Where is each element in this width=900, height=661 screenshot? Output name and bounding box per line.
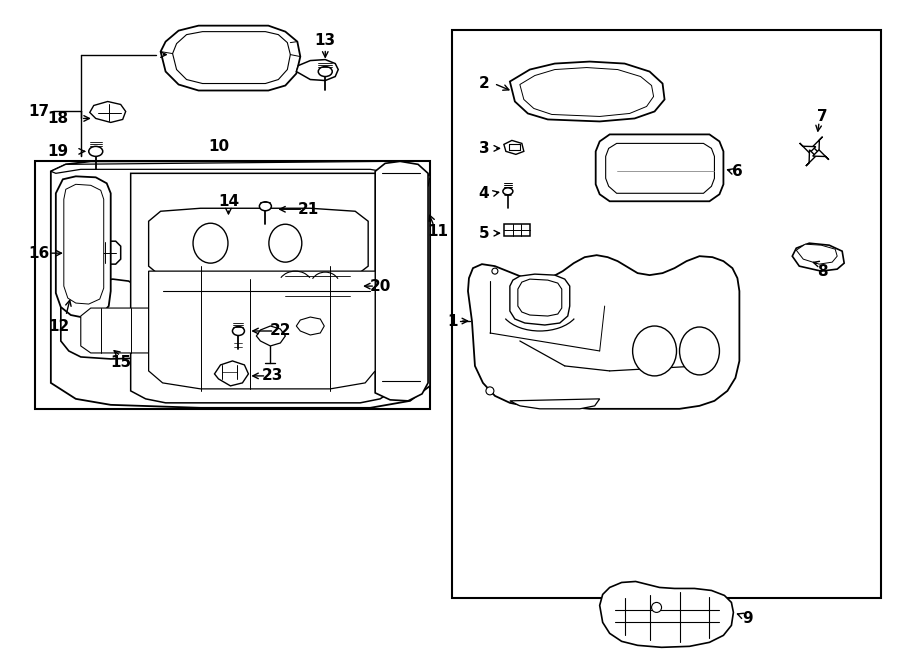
Polygon shape [504, 140, 524, 155]
Ellipse shape [232, 327, 245, 336]
Text: 15: 15 [110, 356, 131, 370]
Polygon shape [246, 264, 375, 309]
Text: 8: 8 [817, 264, 827, 279]
Ellipse shape [193, 223, 228, 263]
Polygon shape [81, 308, 166, 353]
Ellipse shape [652, 602, 662, 612]
Text: 5: 5 [479, 225, 490, 241]
Polygon shape [520, 67, 653, 116]
Text: 20: 20 [370, 278, 391, 293]
Polygon shape [375, 161, 428, 401]
Polygon shape [214, 361, 248, 386]
Polygon shape [813, 150, 829, 160]
Text: 7: 7 [817, 109, 827, 124]
Polygon shape [796, 244, 837, 264]
Bar [35, 161, 430, 409]
Ellipse shape [492, 268, 498, 274]
Text: 22: 22 [270, 323, 291, 338]
Text: 10: 10 [208, 139, 229, 154]
Text: 2: 2 [479, 76, 490, 91]
Ellipse shape [259, 202, 272, 211]
Text: 18: 18 [48, 111, 68, 126]
Polygon shape [599, 582, 733, 647]
Polygon shape [296, 59, 338, 81]
Polygon shape [510, 399, 599, 409]
Polygon shape [205, 212, 252, 280]
Polygon shape [173, 32, 291, 83]
Polygon shape [258, 270, 352, 301]
Polygon shape [50, 161, 430, 408]
Ellipse shape [319, 67, 332, 77]
Text: 11: 11 [428, 223, 448, 239]
Polygon shape [606, 143, 715, 193]
Polygon shape [256, 326, 285, 346]
Polygon shape [792, 243, 844, 271]
Text: 21: 21 [298, 202, 319, 217]
Polygon shape [61, 279, 184, 359]
Ellipse shape [680, 327, 719, 375]
Polygon shape [813, 137, 823, 153]
Polygon shape [90, 102, 126, 122]
Ellipse shape [486, 387, 494, 395]
Ellipse shape [269, 224, 302, 262]
Polygon shape [56, 176, 111, 318]
Polygon shape [468, 255, 740, 409]
Polygon shape [50, 161, 430, 186]
Ellipse shape [503, 188, 513, 195]
Polygon shape [64, 184, 104, 304]
Polygon shape [518, 279, 562, 316]
Text: 23: 23 [262, 368, 284, 383]
Text: 14: 14 [218, 194, 239, 209]
Text: 12: 12 [49, 319, 69, 334]
Polygon shape [510, 274, 570, 325]
Text: 17: 17 [28, 104, 50, 119]
Text: 19: 19 [48, 144, 68, 159]
Polygon shape [806, 150, 815, 166]
Text: 16: 16 [28, 246, 50, 260]
Polygon shape [130, 173, 398, 403]
Text: 13: 13 [315, 33, 336, 48]
Text: 4: 4 [479, 186, 490, 201]
Polygon shape [148, 271, 375, 389]
Polygon shape [510, 61, 664, 122]
Text: 3: 3 [479, 141, 490, 156]
Text: 9: 9 [742, 611, 752, 626]
Polygon shape [66, 241, 121, 264]
Ellipse shape [89, 146, 103, 157]
Bar [504, 224, 530, 236]
Text: 1: 1 [447, 313, 458, 329]
Ellipse shape [633, 326, 677, 376]
Text: 6: 6 [732, 164, 742, 179]
Polygon shape [799, 143, 815, 153]
Polygon shape [596, 134, 724, 201]
Polygon shape [296, 317, 324, 335]
Polygon shape [148, 208, 368, 279]
Polygon shape [160, 26, 301, 91]
Bar [452, 30, 881, 598]
